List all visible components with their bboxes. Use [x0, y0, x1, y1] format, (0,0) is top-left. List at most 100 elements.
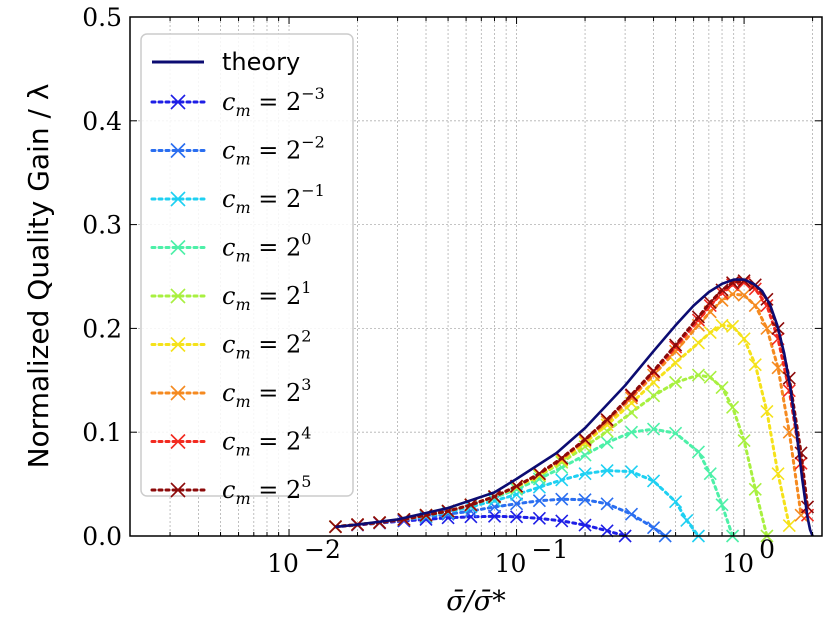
series-marker: [555, 492, 569, 506]
series-marker: [441, 511, 455, 525]
series-marker: [794, 508, 808, 522]
series-marker: [669, 426, 683, 440]
series-marker: [726, 287, 740, 301]
y-tick-label: 0.0: [82, 522, 122, 551]
series-marker: [715, 381, 729, 395]
series-marker: [715, 318, 729, 332]
legend-entry: cm = 25: [150, 472, 311, 508]
series-marker: [624, 388, 639, 402]
series-marker: [669, 344, 683, 358]
legend-marker: [170, 336, 186, 353]
legend-marker: [170, 142, 186, 159]
legend-entry: cm = 23: [150, 375, 311, 411]
legend-label: cm = 24: [222, 424, 311, 460]
series-marker: [532, 511, 546, 525]
series-marker: [555, 473, 569, 487]
legend-entry: cm = 2−1: [150, 181, 325, 217]
x-tick-label: 10: [495, 549, 527, 578]
y-tick-label: 0.5: [82, 3, 122, 32]
legend-marker: [170, 288, 186, 304]
series-marker: [600, 497, 614, 511]
legend: theory cm = 2−3 cm = 2−2 cm = 2−1 cm = 20 cm …: [140, 33, 354, 508]
series-marker: [600, 418, 614, 432]
series-marker: [624, 425, 639, 439]
series-marker: [555, 451, 569, 465]
x-tick-label-exponent: −2: [304, 535, 341, 564]
series-marker: [691, 445, 705, 459]
x-tick-label: 10: [722, 549, 754, 578]
series-marker: [691, 336, 705, 350]
series-marker: [578, 518, 592, 532]
x-tick-label: 10: [267, 549, 299, 578]
theory-layer: [335, 278, 814, 537]
series-marker: [782, 384, 796, 398]
series-marker: [703, 467, 717, 481]
y-tick-label: 0.2: [82, 314, 122, 343]
series-marker: [487, 494, 502, 508]
series-marker: [794, 446, 808, 460]
legend-entry: cm = 24: [150, 424, 311, 460]
legend-marker: [170, 385, 186, 401]
series-marker: [748, 482, 762, 496]
series-marker: [737, 288, 751, 302]
legend-marker: [170, 239, 186, 256]
legend-entry: cm = 2−3: [150, 84, 325, 120]
series-marker: [737, 332, 751, 346]
legend-label: cm = 20: [222, 230, 311, 266]
y-axis-label: Normalized Quality Gain / λ: [22, 84, 55, 469]
series-marker: [703, 295, 717, 310]
series-marker: [646, 368, 661, 382]
series-marker: [782, 425, 796, 439]
series-marker: [532, 494, 546, 508]
series-marker: [578, 432, 592, 447]
series-marker: [646, 364, 661, 378]
theory-line: [335, 278, 814, 537]
series-marker: [646, 389, 661, 403]
legend-entry: cm = 21: [150, 278, 311, 314]
x-tick-label-exponent: −1: [532, 535, 569, 564]
legend-label: cm = 23: [222, 375, 311, 411]
legend-entry-theory: theory: [152, 48, 300, 76]
legend-label: cm = 25: [222, 472, 311, 508]
series-marker: [691, 310, 705, 324]
series-marker: [737, 433, 751, 448]
legend-label: cm = 21: [222, 278, 311, 314]
series-marker: [600, 464, 614, 478]
series-marker: [726, 319, 740, 333]
series-marker: [680, 513, 694, 527]
series-marker: [600, 424, 614, 438]
series-marker: [532, 467, 546, 481]
legend-entry: cm = 2−2: [150, 133, 325, 169]
series-marker: [646, 474, 661, 488]
series-marker: [771, 467, 785, 481]
plot-frame: [129, 16, 823, 537]
series-marker: [578, 467, 592, 481]
series-marker: [578, 493, 592, 507]
legend-entry: cm = 20: [150, 230, 311, 266]
series-marker: [624, 507, 639, 521]
series-marker: [487, 509, 502, 523]
series-marker: [703, 370, 717, 384]
y-tick-label: 0.4: [82, 107, 122, 136]
series-marker: [726, 400, 740, 414]
series-marker: [600, 524, 614, 538]
series-marker: [669, 375, 683, 389]
y-tick-label: 0.1: [82, 418, 122, 447]
legend-label: cm = 2−2: [222, 133, 325, 169]
series-marker: [600, 413, 614, 427]
series-marker: [669, 495, 683, 509]
series-marker: [509, 497, 524, 511]
series-marker: [748, 282, 762, 296]
series-marker: [600, 436, 614, 450]
series-marker: [760, 404, 774, 419]
series-marker: [669, 338, 683, 352]
series-marker: [748, 358, 762, 372]
series-marker: [646, 422, 661, 436]
series-marker: [760, 321, 774, 335]
series-marker: [715, 286, 729, 300]
legend-label: cm = 2−1: [222, 181, 325, 217]
series-marker: [555, 455, 569, 469]
series-marker: [646, 521, 661, 535]
